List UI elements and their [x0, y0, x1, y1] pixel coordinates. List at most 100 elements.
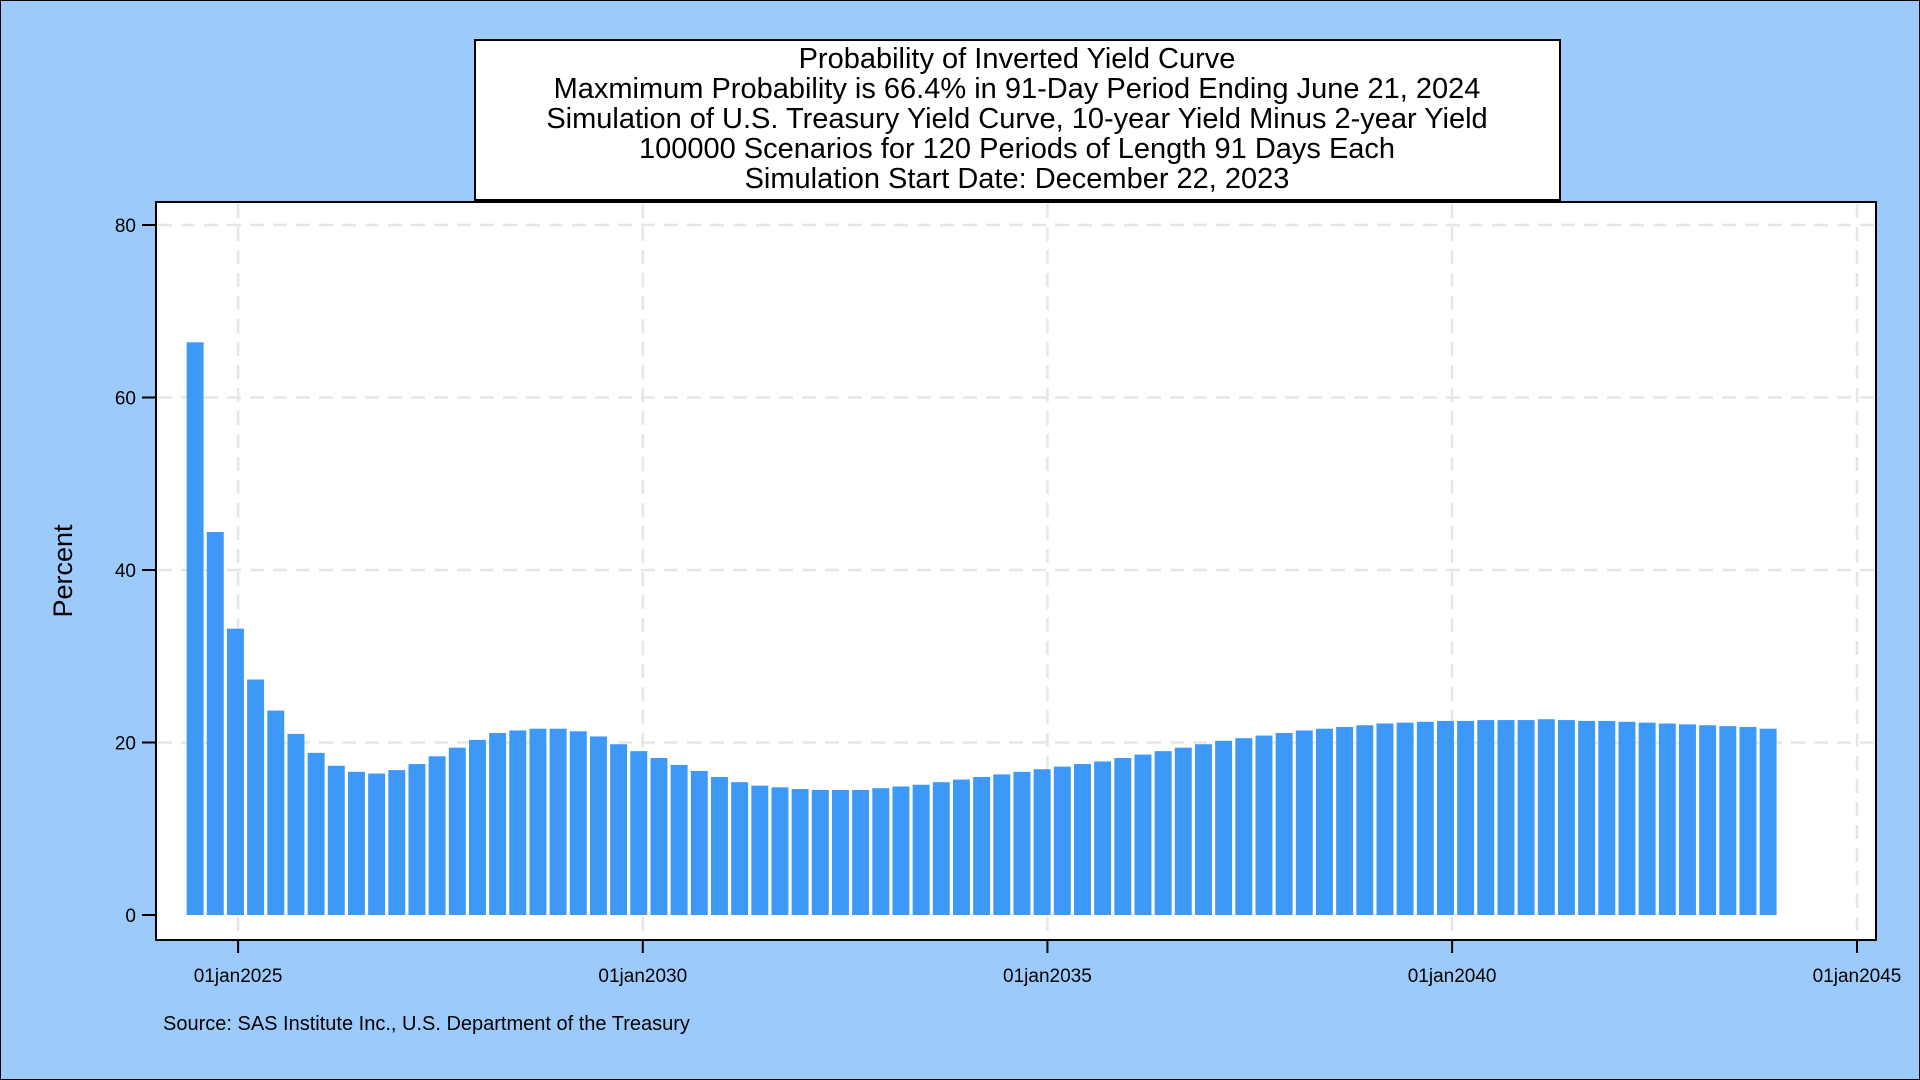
bar [1578, 720, 1596, 915]
bar [1497, 720, 1515, 915]
bar [468, 739, 486, 915]
bars [186, 342, 1777, 916]
bar [1457, 720, 1475, 915]
bar [1033, 769, 1051, 915]
bar [388, 770, 406, 915]
bar [650, 758, 668, 915]
bar [1235, 738, 1253, 915]
bar [1537, 719, 1555, 915]
bar [1174, 747, 1192, 915]
bar [932, 782, 950, 915]
bar [307, 752, 325, 915]
bar [1154, 751, 1172, 916]
bar [1739, 726, 1757, 915]
title-line-3: Simulation of U.S. Treasury Yield Curve,… [546, 103, 1487, 135]
bar [1013, 771, 1031, 915]
bar [630, 751, 648, 916]
bar [1699, 725, 1717, 915]
bar [1658, 723, 1676, 915]
bar [791, 789, 809, 915]
bar [1638, 722, 1656, 915]
bar [1517, 720, 1535, 915]
bar [186, 342, 204, 915]
y-tick-label: 60 [115, 389, 136, 410]
bar [549, 728, 567, 915]
bar [831, 789, 849, 915]
bar [1194, 744, 1212, 915]
bar [710, 777, 728, 915]
bar [1073, 764, 1091, 915]
bar [892, 786, 910, 915]
bar [610, 744, 628, 915]
bar [1114, 758, 1132, 915]
axes: 0 20 40 60 80 01jan2025 01jan2030 01jan2035 01ja… [115, 216, 1902, 987]
x-tick-label: 01jan2035 [1003, 966, 1092, 987]
bar [569, 731, 587, 915]
bar [347, 771, 365, 915]
x-tick-label: 01jan2040 [1408, 966, 1497, 987]
y-tick-label: 20 [115, 734, 136, 755]
bar [1356, 725, 1374, 915]
y-tick-label: 80 [115, 216, 136, 237]
x-tick-label: 01jan2045 [1813, 966, 1902, 987]
bar [912, 784, 930, 915]
bar [529, 728, 547, 915]
bar [589, 736, 607, 915]
bar [247, 679, 265, 915]
bar [1436, 720, 1454, 915]
bar [731, 782, 749, 915]
source-note: Source: SAS Institute Inc., U.S. Departm… [163, 1013, 690, 1035]
y-tick-label: 40 [115, 561, 136, 582]
bar [1215, 740, 1233, 915]
bar [1759, 728, 1777, 915]
bar [751, 785, 769, 916]
bar [287, 733, 305, 916]
bar [690, 770, 708, 915]
bar [1416, 721, 1434, 915]
bar [428, 756, 446, 915]
x-tick-label: 01jan2030 [598, 966, 687, 987]
bar [448, 747, 466, 915]
title-line-4: 100000 Scenarios for 120 Periods of Leng… [639, 133, 1395, 165]
bar [952, 779, 970, 915]
bar [1053, 766, 1071, 915]
bar [1315, 728, 1333, 915]
bar [1376, 723, 1394, 915]
bar [1557, 720, 1575, 915]
bar [1094, 761, 1112, 915]
bar [206, 532, 224, 915]
bar [509, 730, 527, 915]
bar [670, 764, 688, 915]
title-box [474, 39, 1561, 201]
bar [226, 628, 244, 915]
bar [408, 764, 426, 915]
bar [1134, 754, 1152, 915]
bar [1618, 721, 1636, 915]
bar [1396, 722, 1414, 915]
bar [1336, 726, 1354, 915]
bar [368, 773, 386, 915]
bar [872, 788, 890, 915]
bar [852, 789, 870, 915]
bar [1295, 730, 1313, 915]
title-line-1: Probability of Inverted Yield Curve [799, 43, 1236, 75]
title-line-5: Simulation Start Date: December 22, 2023 [745, 163, 1290, 195]
bar [489, 733, 507, 915]
bar [1598, 720, 1616, 915]
bar [1719, 726, 1737, 915]
bar [973, 777, 991, 915]
bar [811, 789, 829, 915]
bar [771, 787, 789, 915]
bar [1679, 724, 1696, 915]
bar [1275, 733, 1293, 915]
bar [993, 774, 1011, 915]
title-line-2: Maxmimum Probability is 66.4% in 91-Day … [554, 73, 1481, 105]
bar [1255, 735, 1273, 915]
y-axis-title: Percent [48, 524, 78, 618]
bar [327, 765, 345, 915]
bar [1477, 720, 1495, 915]
bar [267, 710, 285, 915]
y-tick-label: 0 [125, 906, 136, 927]
x-tick-label: 01jan2025 [194, 966, 283, 987]
